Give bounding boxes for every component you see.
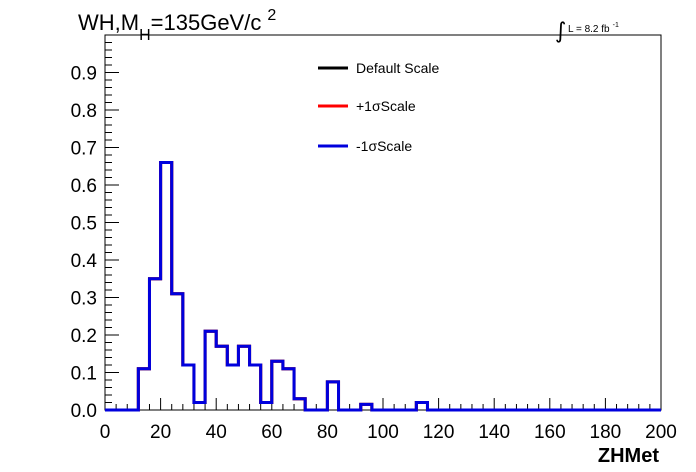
series-line-0 bbox=[105, 161, 661, 412]
lumi-integral-symbol: ∫ bbox=[555, 19, 566, 44]
y-tick-label: 0.6 bbox=[71, 176, 97, 197]
y-tick-label: 0.0 bbox=[71, 401, 97, 422]
x-axis: 0 20 40 60 80 100 120 140 160 180 200 bbox=[100, 398, 677, 443]
x-tick-label: 160 bbox=[534, 422, 566, 443]
x-tick-label: 140 bbox=[478, 422, 510, 443]
title-main: WH,M bbox=[78, 10, 139, 35]
legend-label-minus1sigma: -1σScale bbox=[356, 138, 412, 154]
y-tick-label: 0.9 bbox=[71, 64, 97, 85]
title-rest: =135GeV/c bbox=[151, 10, 262, 35]
y-tick-label: 0.2 bbox=[71, 326, 97, 347]
x-axis-label: ZHMet bbox=[598, 445, 659, 467]
y-tick-label: 0.8 bbox=[71, 101, 97, 122]
lumi-text: L = 8.2 fb bbox=[568, 24, 610, 35]
x-tick-label: 180 bbox=[590, 422, 622, 443]
y-axis: 0.0 0.1 0.2 0.3 0.4 0.5 0.6 0.7 0.8 0.9 bbox=[71, 34, 119, 422]
series-line-2 bbox=[105, 161, 661, 412]
x-tick-label: 120 bbox=[423, 422, 455, 443]
legend-label-default: Default Scale bbox=[356, 60, 439, 76]
legend-label-plus1sigma: +1σScale bbox=[356, 98, 416, 114]
plot-frame bbox=[104, 34, 662, 411]
y-tick-label: 0.7 bbox=[71, 139, 97, 160]
title-subscript: H bbox=[139, 27, 151, 44]
y-tick-label: 0.3 bbox=[71, 289, 97, 310]
lumi-superscript: -1 bbox=[613, 22, 619, 29]
x-tick-label: 200 bbox=[645, 422, 677, 443]
x-tick-label: 0 bbox=[100, 422, 111, 443]
series-layer bbox=[105, 161, 661, 412]
x-tick-label: 40 bbox=[206, 422, 227, 443]
y-tick-label: 0.1 bbox=[71, 364, 97, 385]
lumi-label: L = 8.2 fb -1 bbox=[568, 22, 619, 35]
legend: Default Scale +1σScale -1σScale bbox=[318, 60, 439, 154]
series-line-1 bbox=[105, 161, 661, 412]
title-superscript: 2 bbox=[267, 7, 276, 24]
chart-title: WH,MH=135GeV/c 2 bbox=[78, 7, 276, 44]
y-tick-label: 0.4 bbox=[71, 251, 98, 272]
x-tick-label: 20 bbox=[150, 422, 171, 443]
x-tick-label: 100 bbox=[367, 422, 399, 443]
x-tick-label: 60 bbox=[261, 422, 282, 443]
x-tick-label: 80 bbox=[317, 422, 338, 443]
y-tick-label: 0.5 bbox=[71, 214, 97, 235]
